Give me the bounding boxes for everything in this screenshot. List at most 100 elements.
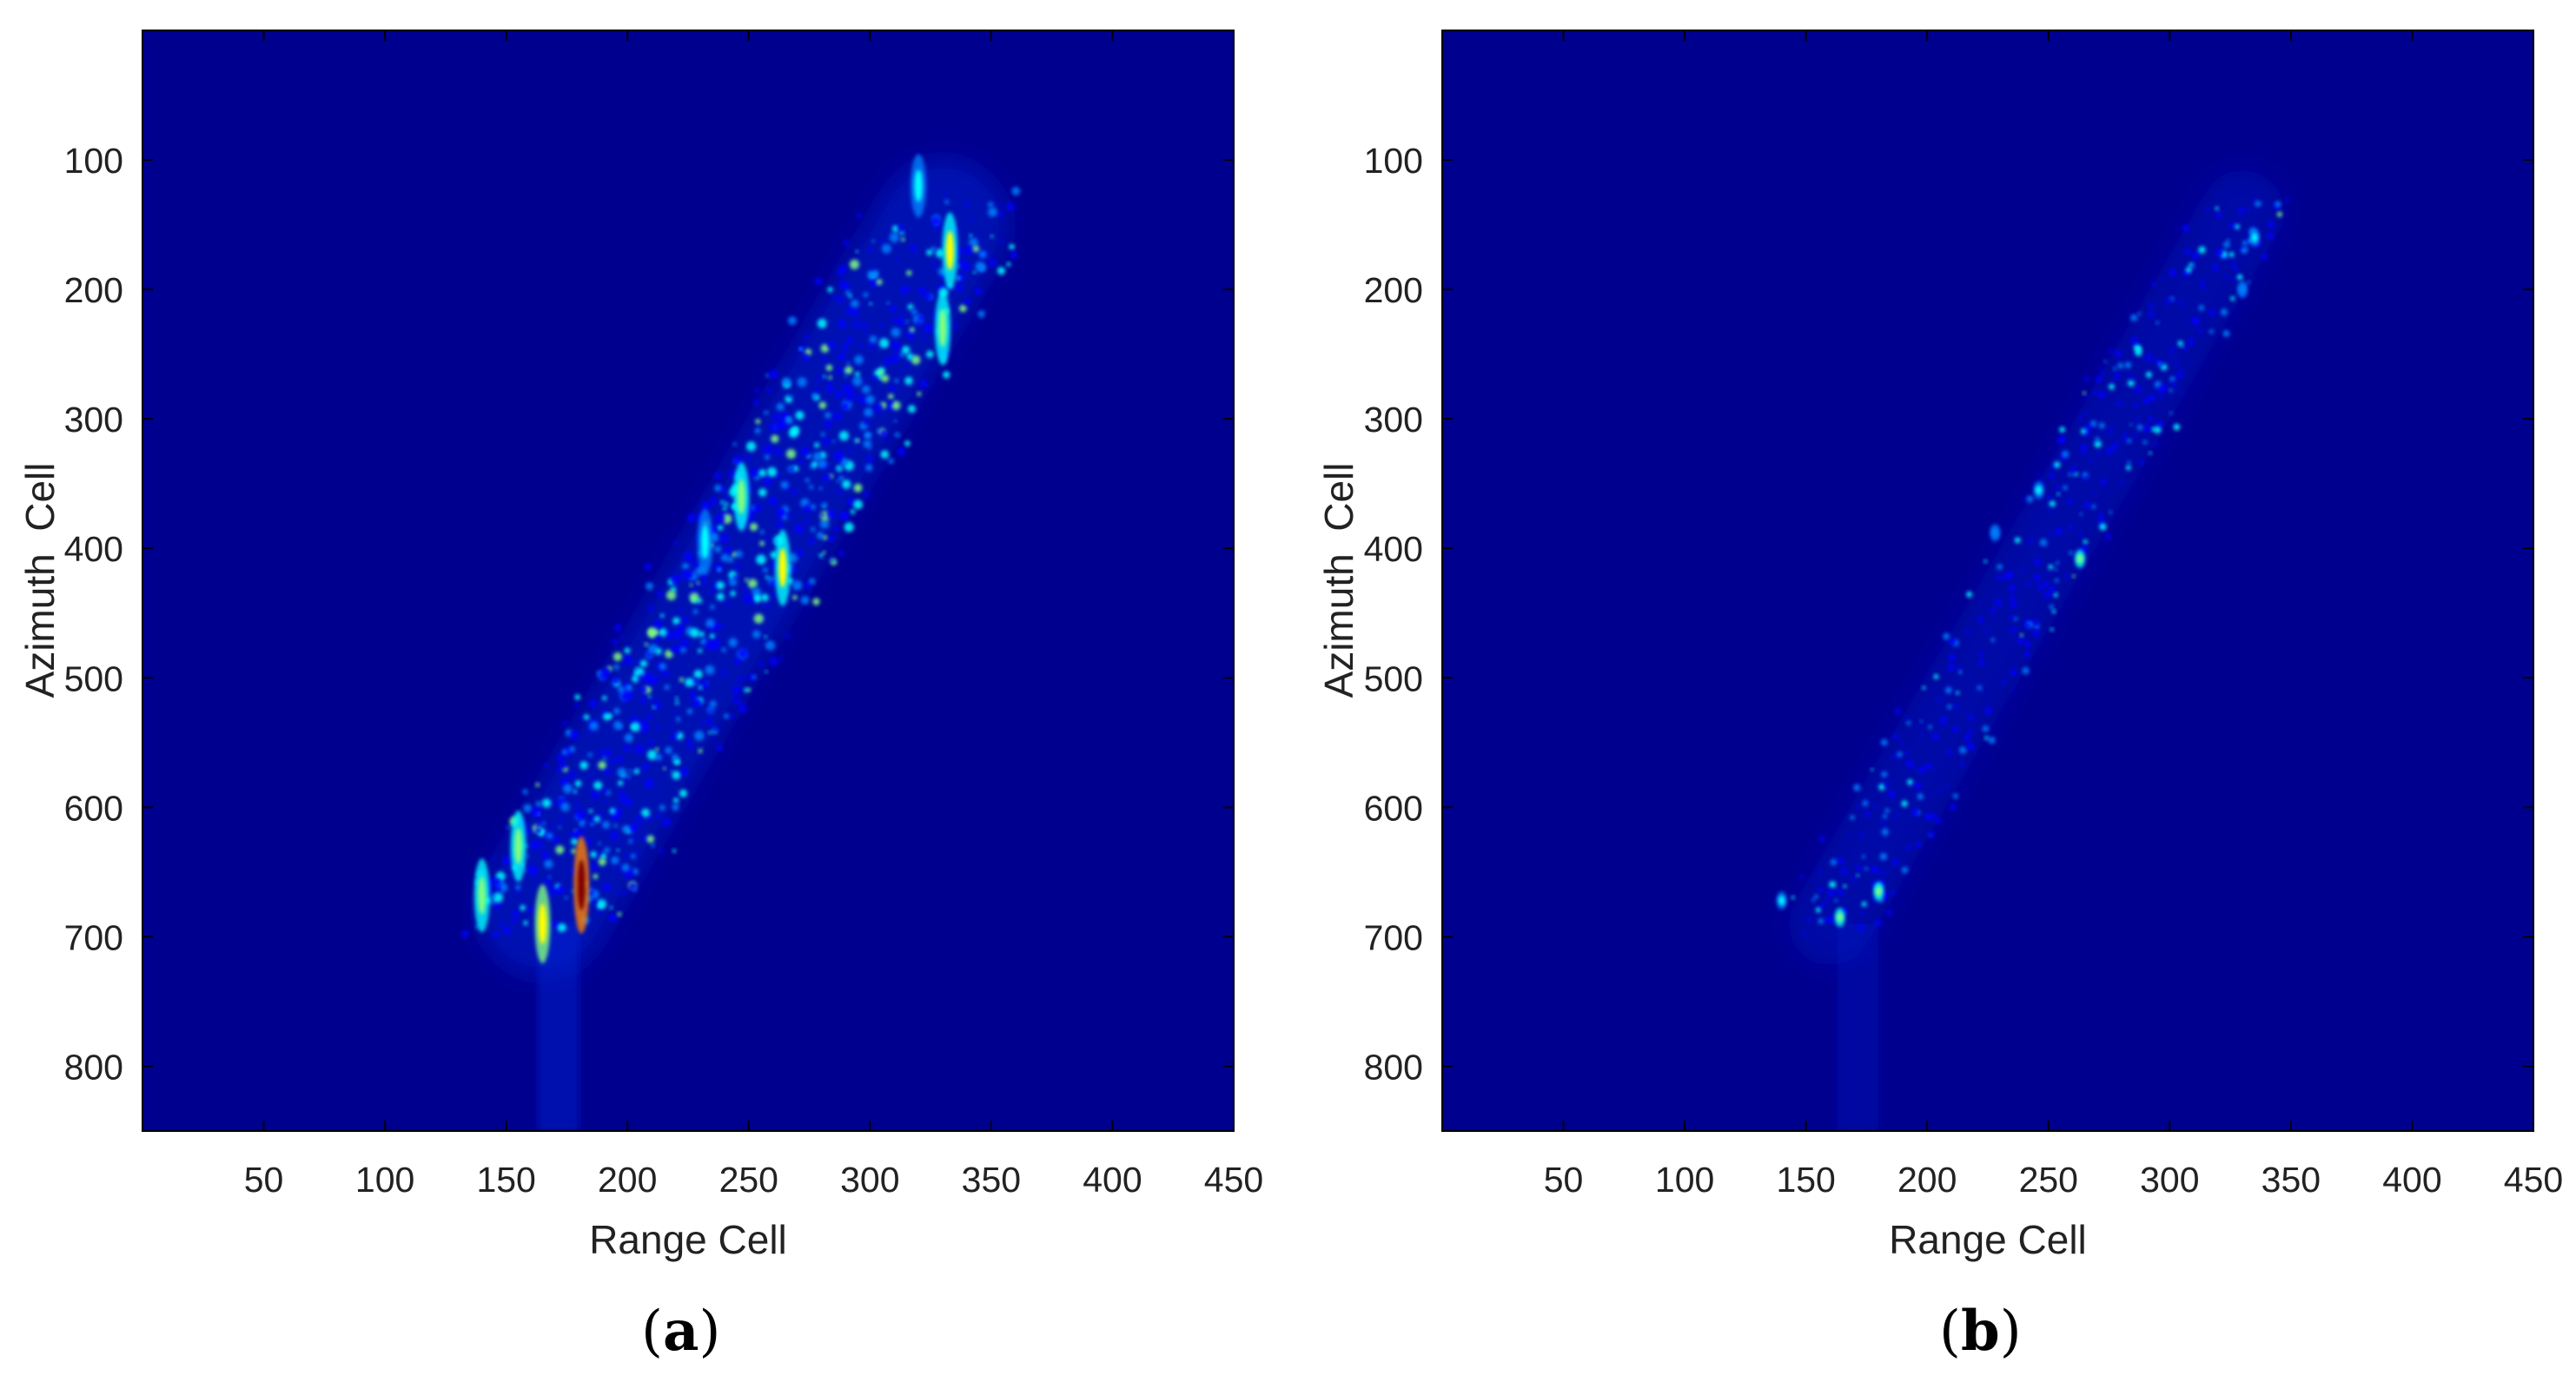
speckle-a bbox=[851, 299, 859, 308]
speckle-a bbox=[670, 645, 678, 652]
speckle-a bbox=[744, 687, 749, 693]
speckle-b bbox=[1951, 725, 1959, 733]
speckle-a bbox=[574, 694, 581, 700]
speckle-a bbox=[749, 467, 759, 478]
speckle-a bbox=[856, 213, 862, 219]
speckle-b bbox=[2120, 480, 2124, 485]
speckle-a bbox=[979, 240, 983, 243]
speckle-a bbox=[883, 357, 891, 366]
speckle-b bbox=[2182, 305, 2187, 308]
speckle-b bbox=[2169, 376, 2175, 382]
speckle-a bbox=[714, 546, 722, 553]
speckle-a bbox=[776, 507, 786, 518]
speckle-b bbox=[1856, 874, 1860, 877]
speckle-a bbox=[826, 509, 837, 519]
speckle-a bbox=[634, 667, 639, 671]
speckle-b bbox=[2080, 413, 2084, 419]
speckle-a bbox=[987, 202, 994, 208]
speckle-a bbox=[791, 580, 803, 591]
speckle-b bbox=[2191, 317, 2199, 326]
speckle-a bbox=[735, 550, 743, 558]
speckle-b bbox=[2128, 380, 2135, 387]
speckle-b bbox=[1826, 889, 1835, 896]
speckle-a bbox=[789, 467, 794, 473]
speckle-b bbox=[1906, 720, 1911, 725]
speckle-a bbox=[742, 586, 747, 592]
speckle-a bbox=[628, 838, 633, 843]
speckle-a bbox=[823, 374, 826, 379]
speckle-b bbox=[1811, 898, 1816, 903]
speckle-a bbox=[709, 700, 717, 708]
speckle-a bbox=[838, 551, 844, 557]
hot-spot-a bbox=[774, 529, 791, 606]
speckle-a bbox=[689, 592, 699, 602]
x-axis-a: 50 100 150 200 250 300 350 400 450 bbox=[244, 30, 1263, 1200]
x-tick-label: 200 bbox=[598, 1160, 657, 1200]
speckle-b bbox=[2009, 584, 2016, 592]
speckle-a bbox=[662, 670, 670, 678]
x-axis-b: 50 100 150 200 250 300 350 400 450 bbox=[1544, 30, 2563, 1200]
speckle-b bbox=[1977, 616, 1984, 622]
y-tick-label: 200 bbox=[64, 270, 123, 310]
speckle-b bbox=[2169, 347, 2175, 354]
speckle-a bbox=[849, 259, 860, 270]
speckle-a bbox=[558, 825, 561, 830]
speckle-a bbox=[570, 730, 579, 740]
speckle-a bbox=[770, 580, 776, 587]
speckle-a bbox=[876, 279, 883, 286]
speckle-a bbox=[590, 821, 595, 826]
speckle-b bbox=[1818, 872, 1822, 876]
speckle-a bbox=[817, 376, 823, 382]
speckle-b bbox=[1977, 621, 1982, 625]
speckle-a bbox=[634, 744, 645, 755]
speckle-a bbox=[546, 832, 553, 839]
speckle-a bbox=[785, 479, 790, 483]
speckle-b bbox=[1861, 855, 1866, 859]
speckle-a bbox=[839, 458, 849, 466]
x-tick-label: 300 bbox=[840, 1160, 899, 1200]
speckle-b bbox=[1956, 691, 1960, 695]
speckle-a bbox=[579, 761, 588, 770]
speckle-a bbox=[584, 823, 588, 828]
speckle-a bbox=[709, 633, 715, 639]
speckle-b bbox=[2055, 485, 2061, 491]
speckle-a bbox=[864, 332, 868, 336]
speckle-a bbox=[890, 353, 900, 364]
speckle-b bbox=[1880, 738, 1888, 746]
speckle-b bbox=[1830, 858, 1838, 866]
speckle-b bbox=[1851, 876, 1857, 882]
speckle-b bbox=[2084, 411, 2089, 415]
speckle-a bbox=[659, 804, 666, 811]
speckle-b bbox=[1906, 716, 1910, 720]
speckle-a bbox=[917, 286, 927, 295]
speckle-b bbox=[2095, 436, 2100, 441]
speckle-a bbox=[665, 746, 672, 754]
plot-frame-a bbox=[142, 30, 1235, 1132]
speckle-b bbox=[2084, 423, 2093, 431]
speckle-a bbox=[844, 374, 848, 378]
speckle-a bbox=[630, 722, 640, 732]
speckle-a bbox=[617, 767, 626, 777]
speckle-b bbox=[1878, 871, 1883, 876]
speckle-a bbox=[906, 270, 912, 276]
speckle-a bbox=[842, 344, 849, 351]
speckle-a bbox=[775, 473, 781, 479]
speckle-b bbox=[1825, 917, 1831, 923]
speckle-a bbox=[877, 369, 884, 375]
y-tick-label: 400 bbox=[64, 529, 123, 569]
speckle-b bbox=[1921, 733, 1924, 737]
speckle-a bbox=[664, 685, 670, 691]
speckle-a bbox=[808, 538, 815, 545]
speckle-b bbox=[1818, 836, 1825, 842]
speckle-a bbox=[804, 504, 812, 513]
speckle-b bbox=[2127, 438, 2132, 444]
speckle-a bbox=[561, 749, 568, 756]
speckle-b bbox=[2237, 208, 2245, 215]
speckle-b bbox=[2039, 539, 2048, 546]
speckle-a bbox=[551, 835, 560, 843]
speckle-a bbox=[751, 505, 756, 510]
speckle-b bbox=[1952, 793, 1958, 799]
speckle-a bbox=[621, 890, 626, 896]
speckle-a bbox=[655, 648, 662, 655]
speckle-a bbox=[968, 237, 978, 248]
